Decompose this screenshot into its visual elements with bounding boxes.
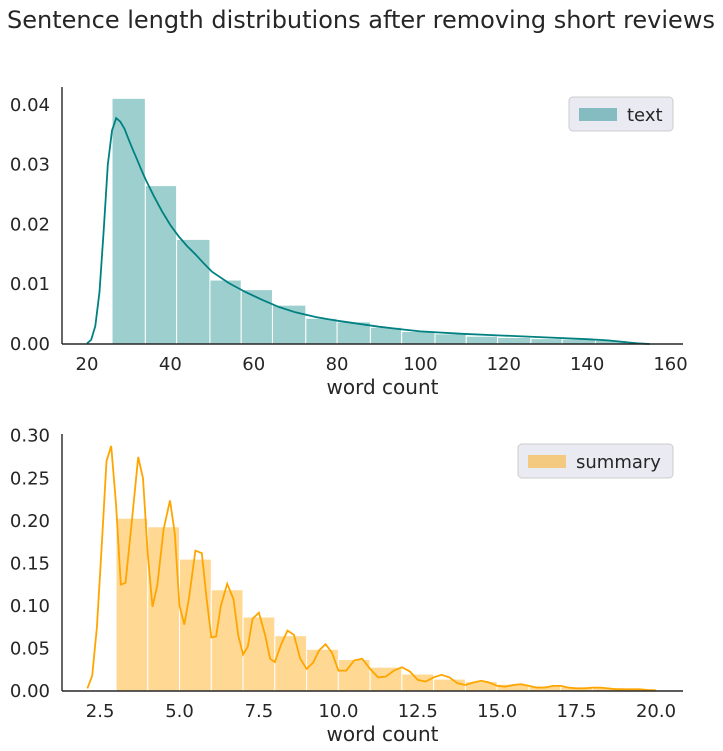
text-legend: text: [568, 96, 674, 132]
text-x-tick-label: 60: [242, 354, 265, 375]
text-kde-line: [86, 116, 650, 345]
summary-bar-3: [210, 589, 244, 692]
summary-y-tick-label: 0.05: [10, 638, 50, 659]
text-y-tick-label: 0.01: [10, 274, 50, 295]
summary-bar-0: [115, 517, 149, 692]
summary-legend-swatch: [528, 455, 566, 468]
text-bar-3: [209, 279, 242, 345]
text-bar-13: [530, 338, 563, 345]
summary-x-tick-label: 20.0: [636, 701, 676, 722]
text-bar-12: [497, 336, 532, 345]
text-legend-box: [568, 96, 674, 132]
text-x-tick-label: 20: [76, 354, 99, 375]
summary-x-tick-label: 15.0: [477, 701, 517, 722]
summary-y-tick-label: 0.25: [10, 468, 50, 489]
summary-histogram-panel: 2.5 5.0 7.5 10.0 12.5 15.0 17.5 20.0 0.00 0.05 0.1…: [10, 426, 683, 746]
summary-legend-box: [517, 443, 674, 479]
summary-x-tick-label: 17.5: [557, 701, 597, 722]
text-legend-label: text: [627, 105, 663, 126]
summary-x-tick-label: 7.5: [245, 701, 274, 722]
summary-kde-line: [86, 445, 657, 692]
text-bar-10: [434, 333, 467, 345]
summary-x-tick-label: 12.5: [398, 701, 438, 722]
text-bar-0: [111, 97, 146, 345]
summary-bar-10: [433, 678, 466, 692]
summary-bar-9: [401, 673, 435, 692]
summary-y-tick-label: 0.20: [10, 511, 50, 532]
summary-y-tick-label: 0.30: [10, 426, 50, 447]
text-bar-6: [305, 317, 338, 345]
text-histogram-panel: 20 40 60 80 100 120 140 160 0.00 0.01 0.02 0.03 0.04…: [10, 87, 688, 399]
summary-y-tick-label: 0.10: [10, 596, 50, 617]
text-bar-1: [144, 185, 178, 345]
text-x-tick-label: 120: [487, 354, 521, 375]
text-x-tick-label: 80: [326, 354, 349, 375]
summary-y-tick-label: 0.00: [10, 681, 50, 702]
summary-bar-5: [274, 635, 308, 692]
summary-y-tick-label: 0.15: [10, 553, 50, 574]
text-x-tick-label: 40: [159, 354, 182, 375]
figure-title: Sentence length distributions after remo…: [7, 6, 715, 34]
summary-bar-8: [369, 666, 403, 692]
summary-x-tick-label: 10.0: [318, 701, 358, 722]
summary-x-axis-label: word count: [327, 722, 439, 746]
text-bar-4: [240, 289, 273, 345]
summary-legend: summary: [517, 443, 674, 479]
text-legend-swatch: [579, 108, 617, 121]
text-bar-11: [465, 335, 499, 345]
text-bar-2: [176, 238, 211, 345]
text-bar-9: [401, 330, 436, 345]
text-x-tick-label: 140: [570, 354, 604, 375]
text-x-tick-label: 160: [653, 354, 687, 375]
text-y-tick-label: 0.03: [10, 155, 50, 176]
text-y-tick-label: 0.00: [10, 334, 50, 355]
text-bar-8: [369, 326, 403, 345]
text-x-axis-label: word count: [327, 375, 439, 399]
summary-bar-2: [179, 558, 212, 692]
summary-x-tick-label: 5.0: [165, 701, 194, 722]
summary-bar-1: [147, 526, 181, 692]
text-x-tick-label: 100: [403, 354, 437, 375]
text-y-tick-label: 0.02: [10, 214, 50, 235]
summary-x-tick-label: 2.5: [86, 701, 115, 722]
summary-legend-label: summary: [576, 452, 661, 473]
summary-bar-4: [242, 616, 276, 692]
text-y-tick-label: 0.04: [10, 95, 50, 116]
